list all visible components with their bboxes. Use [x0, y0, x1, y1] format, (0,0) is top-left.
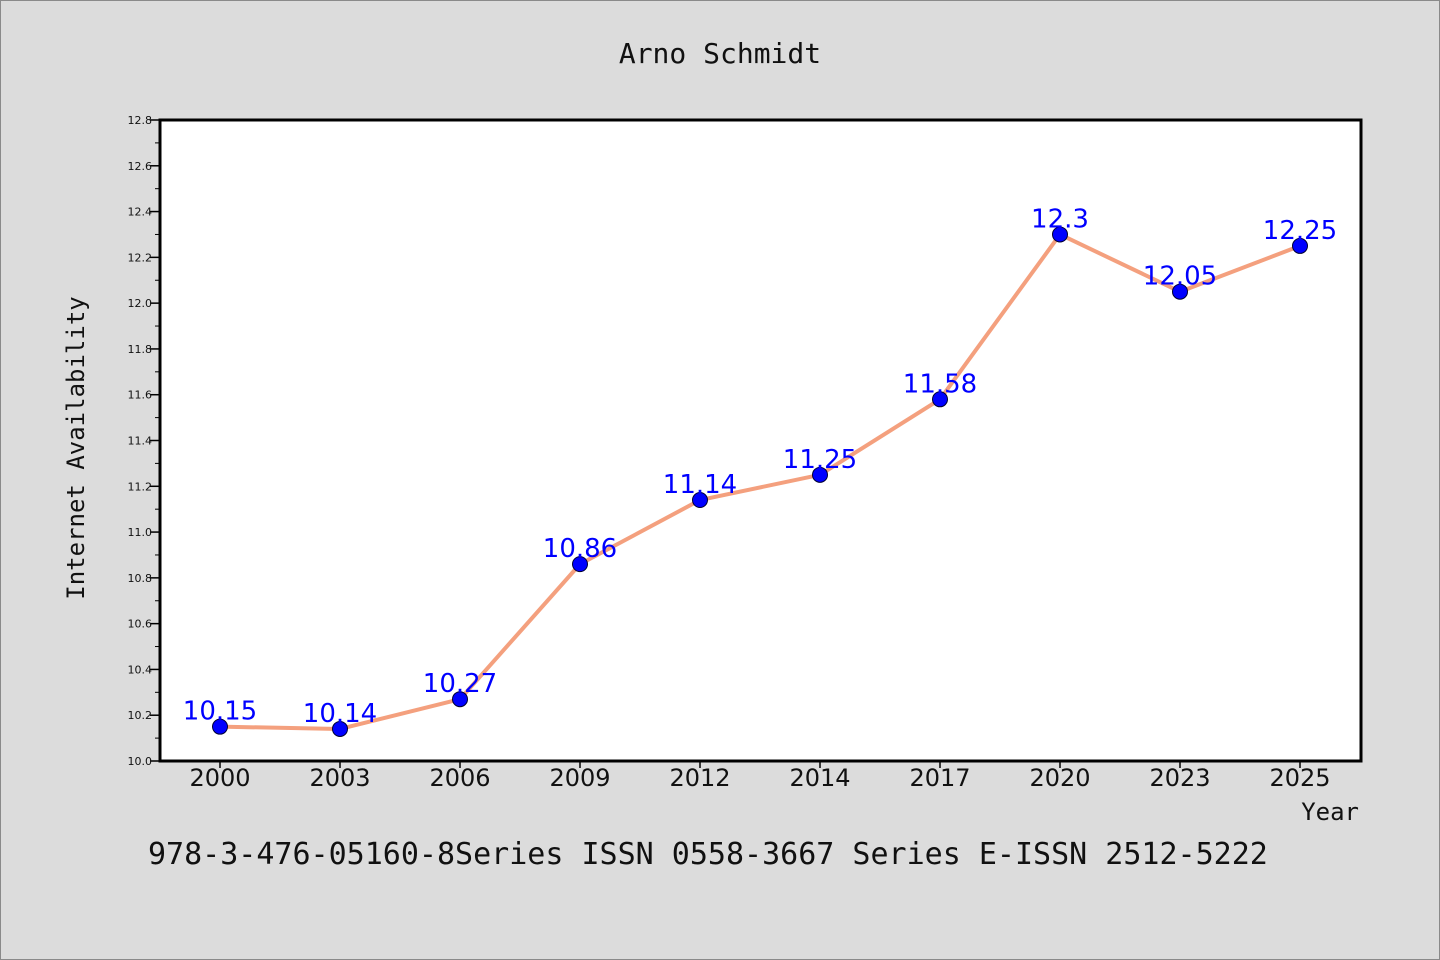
- data-point: [692, 492, 708, 509]
- data-point: [812, 466, 828, 483]
- chart-title: Arno Schmidt: [619, 37, 821, 70]
- y-tick-label: 11.4: [128, 435, 153, 448]
- data-label: 10.15: [183, 697, 257, 727]
- y-tick-label: 11.6: [128, 389, 153, 402]
- y-tick-label: 12.4: [128, 206, 153, 219]
- y-tick-label: 10.6: [128, 618, 153, 631]
- data-label: 12.25: [1263, 216, 1337, 246]
- data-point: [212, 718, 228, 735]
- y-tick-label: 11.0: [128, 526, 153, 539]
- y-tick-label: 12.0: [128, 297, 153, 310]
- footer-text: 978-3-476-05160-8Series ISSN 0558-3667 S…: [148, 837, 1268, 872]
- y-tick-label: 10.8: [128, 572, 153, 585]
- x-tick-label: 2020: [1029, 764, 1090, 792]
- x-tick-label: 2017: [909, 764, 970, 792]
- y-tick-label: 11.2: [128, 480, 153, 493]
- x-tick-label: 2014: [789, 764, 850, 792]
- y-axis-label: Internet Availability: [62, 296, 90, 599]
- plot-area: [158, 118, 1363, 763]
- data-point: [1172, 283, 1188, 300]
- x-tick-label: 2025: [1269, 764, 1330, 792]
- x-tick-label: 2012: [669, 764, 730, 792]
- y-tick-label: 10.2: [128, 709, 153, 722]
- x-tick-label: 2009: [549, 764, 610, 792]
- x-tick-label: 2023: [1149, 764, 1210, 792]
- y-axis: 10.0 10.2 10.4 10.6 10.8 11.0 11.2 11.4 11.6 11.8…: [128, 114, 160, 768]
- x-tick-label: 2006: [429, 764, 490, 792]
- data-point: [1292, 237, 1308, 254]
- data-label: 12.05: [1143, 262, 1217, 292]
- data-label: 11.58: [903, 369, 977, 399]
- y-tick-label: 10.0: [128, 755, 153, 768]
- y-tick-label: 12.2: [128, 251, 153, 264]
- x-axis: 2000 2003 2006 2009 2012 2014 2017 2020 2023 2025: [189, 761, 1331, 792]
- x-tick-label: 2000: [189, 764, 250, 792]
- data-point: [332, 720, 348, 737]
- data-point: [452, 691, 468, 708]
- data-label: 11.25: [783, 445, 857, 475]
- data-point: [1052, 226, 1068, 243]
- data-label: 12.3: [1031, 204, 1089, 234]
- data-label: 10.27: [423, 669, 497, 699]
- data-point: [572, 556, 588, 573]
- y-tick-label: 12.6: [128, 160, 153, 173]
- y-tick-label: 12.8: [128, 114, 153, 127]
- data-label: 10.86: [543, 534, 617, 564]
- data-points: [212, 226, 1308, 737]
- series-line-path: [218, 232, 1302, 731]
- x-axis-label: Year: [1301, 798, 1359, 826]
- y-tick-label: 11.8: [128, 343, 153, 356]
- data-label: 10.14: [303, 699, 377, 729]
- data-labels: 10.15 10.14 10.27 10.86 11.14 11.25 11.58 12.3 1…: [183, 204, 1337, 728]
- series-line: [218, 232, 1302, 731]
- data-label: 11.14: [663, 470, 737, 500]
- data-point: [932, 391, 948, 408]
- x-tick-label: 2003: [309, 764, 370, 792]
- y-tick-label: 10.4: [128, 663, 153, 676]
